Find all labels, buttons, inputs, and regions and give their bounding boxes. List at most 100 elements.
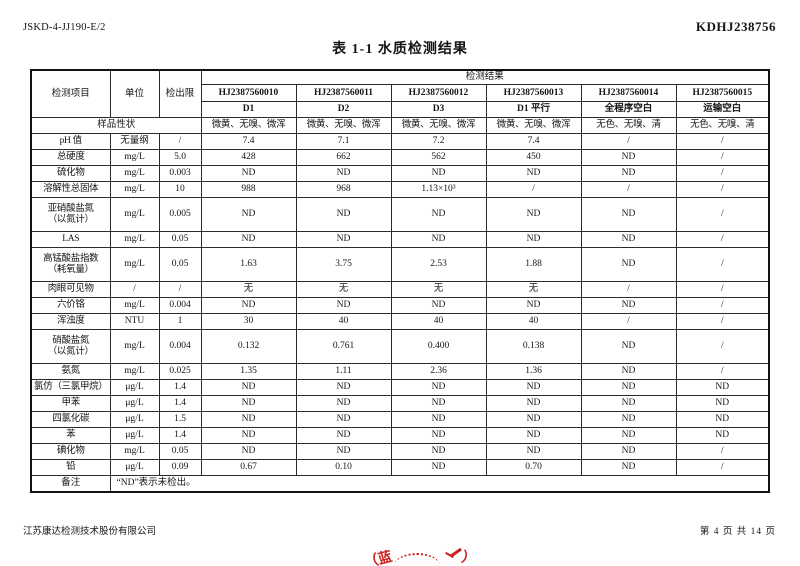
cell-result-value: ND [295, 443, 392, 461]
cell-result-value: ND [390, 379, 487, 397]
cell-result-value: / [675, 181, 770, 199]
cell-detection-limit: 1.4 [158, 379, 202, 397]
document-code: JSKD-4-JJ190-E/2 [23, 22, 106, 33]
sample-name: 运输空白 [675, 101, 770, 119]
cell-result-value: / [675, 197, 770, 233]
cell-unit: mg/L [109, 149, 160, 167]
sample-status: 微黄、无嗅、微浑 [485, 117, 582, 135]
cell-detection-limit: 0.05 [158, 231, 202, 249]
cell-result-value: ND [390, 231, 487, 249]
cell-detection-limit: 1.4 [158, 395, 202, 413]
cell-result-value: ND [485, 165, 582, 183]
sample-id: HJ2387560015 [675, 84, 770, 103]
cell-result-value: 1.88 [485, 247, 582, 283]
cell-result-value: ND [580, 165, 677, 183]
cell-result-value: ND [580, 197, 677, 233]
results-body: pH 值无量纲/7.4 7.1 7.2 7.4// 总硬度 mg/L 5.0 428 662 56… [30, 133, 770, 477]
cell-result-value: / [675, 297, 770, 315]
cell-unit: mg/L [109, 197, 160, 233]
cell-unit: mg/L [109, 181, 160, 199]
cell-result-value: ND [295, 231, 392, 249]
cell-item-name: 碘化物 [30, 443, 111, 461]
cell-unit: μg/L [109, 379, 160, 397]
table-row: pH 值无量纲/7.4 7.1 7.2 7.4// [30, 133, 770, 151]
cell-result-value: / [675, 231, 770, 249]
cell-result-value: 1.63 [200, 247, 297, 283]
remark-row: 备注 “ND”表示未检出。 [30, 475, 770, 493]
cell-item-name: 浑浊度 [30, 313, 111, 331]
water-quality-results-table: 检测项目 单位 检出限 检测结果 HJ2387560010 HJ23875600… [30, 69, 771, 493]
cell-unit: mg/L [109, 363, 160, 381]
cell-result-value: ND [200, 395, 297, 413]
cell-result-value: ND [295, 165, 392, 183]
cell-result-value: 0.10 [295, 459, 392, 477]
cell-result-value: ND [580, 443, 677, 461]
cell-result-value: 40 [295, 313, 392, 331]
cell-detection-limit: 0.09 [158, 459, 202, 477]
cell-item-name: 肉眼可见物 [30, 281, 111, 299]
cell-result-value: / [675, 443, 770, 461]
cell-result-value: 0.138 [485, 329, 582, 365]
cell-detection-limit: 1.4 [158, 427, 202, 445]
cell-detection-limit: / [158, 281, 202, 299]
cell-detection-limit: 5.0 [158, 149, 202, 167]
cell-result-value: 无 [485, 281, 582, 299]
cell-result-value: ND [200, 197, 297, 233]
remark-label: 备注 [30, 475, 111, 493]
cell-result-value: / [580, 281, 677, 299]
cell-result-value: 428 [200, 149, 297, 167]
cell-result-value: ND [390, 395, 487, 413]
cell-result-value: / [675, 281, 770, 299]
cell-unit: μg/L [109, 395, 160, 413]
cell-result-value: ND [675, 395, 770, 413]
table-row: 硫化物 mg/L 0.003 ND ND ND ND ND / [30, 165, 770, 183]
table-row: 溶解性总固体 mg/L 10 988 968 1.13×10³ / / / [30, 181, 770, 199]
table-row: 浑浊度 NTU 1 30 40 40 40// [30, 313, 770, 331]
remark-section: 备注 “ND”表示未检出。 [30, 475, 770, 493]
cell-result-value: 无 [200, 281, 297, 299]
cell-result-value: ND [485, 231, 582, 249]
report-number: KDHJ238756 [695, 19, 776, 34]
cell-result-value: / [675, 459, 770, 477]
sample-name: 全程序空白 [580, 101, 677, 119]
table-row: 苯 μg/L 1.4 ND ND ND ND ND ND [30, 427, 770, 445]
cell-result-value: ND [200, 297, 297, 315]
seal-squiggle [394, 553, 440, 566]
cell-result-value: 2.36 [390, 363, 487, 381]
sample-id: HJ2387560010 [200, 84, 297, 103]
sample-id: HJ2387560011 [295, 84, 392, 103]
cell-unit: mg/L [109, 247, 160, 283]
cell-unit: mg/L [109, 329, 160, 365]
cell-item-name: pH 值 [30, 133, 111, 151]
table-row: 氯仿（三氯甲烷） μg/L 1.4 ND ND ND ND ND ND [30, 379, 770, 397]
header-row-sample-names: D1 D2 D3 D1 平行 全程序空白 运输空白 [31, 101, 770, 119]
cell-result-value: 40 [390, 313, 487, 331]
table-row: 碘化物 mg/L 0.05 ND ND ND ND ND / [30, 443, 770, 461]
cell-detection-limit: 0.005 [158, 197, 202, 233]
cell-item-name: LAS [30, 231, 111, 249]
cell-result-value: ND [485, 297, 582, 315]
sample-status: 微黄、无嗅、微浑 [295, 117, 392, 135]
cell-result-value: / [675, 165, 770, 183]
cell-unit: μg/L [109, 427, 160, 445]
cell-detection-limit: 0.025 [158, 363, 202, 381]
sample-name: D1 [200, 101, 297, 119]
cell-unit: mg/L [109, 297, 160, 315]
page-title: 表 1-1 水质检测结果 [332, 42, 468, 57]
table-header: 检测项目 单位 检出限 检测结果 HJ2387560010 HJ23875600… [30, 69, 770, 135]
table-row: LAS mg/L 0.05 ND ND ND ND ND / [30, 231, 770, 249]
sample-id: HJ2387560013 [485, 84, 582, 103]
cell-item-name: 四氯化碳 [30, 411, 111, 429]
sample-name: D3 [390, 101, 487, 119]
cell-result-value: / [675, 363, 770, 381]
cell-result-value: ND [675, 379, 770, 397]
cell-unit: mg/L [109, 231, 160, 249]
cell-result-value: ND [390, 197, 487, 233]
table-row: 甲苯 μg/L 1.4 ND ND ND ND ND ND [30, 395, 770, 413]
table-row: 亚硝酸盐氮 （以氮计） mg/L 0.005 ND ND ND ND ND / [30, 197, 770, 233]
cell-result-value: / [580, 133, 677, 151]
cell-result-value: ND [390, 459, 487, 477]
cell-item-name: 苯 [30, 427, 111, 445]
cell-result-value: ND [295, 297, 392, 315]
cell-result-value: 7.2 [390, 133, 487, 151]
